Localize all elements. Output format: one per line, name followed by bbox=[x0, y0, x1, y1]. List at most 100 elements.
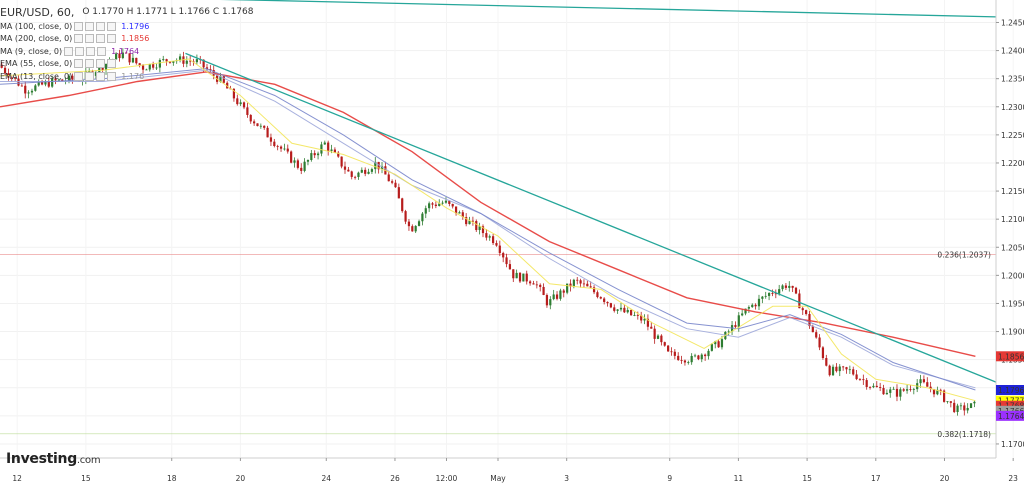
settings-icon[interactable] bbox=[85, 71, 95, 81]
candle-body bbox=[125, 52, 128, 54]
candle-body bbox=[488, 236, 491, 238]
price-tag-box bbox=[996, 385, 1024, 396]
more-icon[interactable] bbox=[107, 71, 117, 81]
eye-icon[interactable] bbox=[74, 71, 84, 81]
candle-body bbox=[273, 141, 276, 146]
candle-body bbox=[67, 75, 71, 82]
candle-body bbox=[741, 313, 744, 316]
candle-body bbox=[256, 123, 259, 127]
settings-icon[interactable] bbox=[75, 46, 85, 56]
candle-body bbox=[842, 366, 845, 368]
eye-icon[interactable] bbox=[74, 59, 84, 69]
candle-body bbox=[441, 202, 444, 204]
candle-body bbox=[599, 297, 602, 299]
close-icon[interactable] bbox=[96, 21, 106, 31]
candle-body bbox=[374, 161, 377, 170]
candle-body bbox=[693, 355, 697, 357]
candle-body bbox=[17, 78, 20, 86]
candle-body bbox=[283, 148, 286, 150]
chart-legend: EUR/USD, 60, O 1.1770 H 1.1771 L 1.1766 … bbox=[0, 4, 253, 83]
price-tag-label: 1.1856 bbox=[998, 352, 1024, 361]
candle-body bbox=[266, 127, 269, 138]
close-icon[interactable] bbox=[96, 59, 106, 69]
price-tag-box bbox=[996, 400, 1024, 411]
candle-body bbox=[660, 335, 663, 343]
legend-row-ema13[interactable]: EMA (13, close, 0) 1.176 bbox=[0, 70, 253, 83]
candle-body bbox=[751, 304, 754, 308]
candle-body bbox=[152, 64, 155, 68]
more-icon[interactable] bbox=[107, 59, 117, 69]
candle-body bbox=[306, 160, 310, 162]
legend-value: 1.1764 bbox=[111, 46, 140, 56]
legend-label: EMA (55, close, 0) bbox=[0, 59, 73, 69]
more-icon[interactable] bbox=[107, 34, 117, 44]
candle-body bbox=[737, 315, 740, 327]
close-icon[interactable] bbox=[96, 71, 106, 81]
eye-icon[interactable] bbox=[74, 34, 84, 44]
candle-body bbox=[495, 243, 498, 246]
y-tick-label: 1.2000 bbox=[1001, 271, 1024, 280]
settings-icon[interactable] bbox=[85, 34, 95, 44]
x-tick-label: 18 bbox=[167, 474, 177, 483]
candle-body bbox=[855, 374, 858, 380]
candle-body bbox=[825, 358, 828, 366]
candle-body bbox=[535, 284, 538, 286]
candle-body bbox=[566, 283, 569, 293]
ohlc-readout: O 1.1770 H 1.1771 L 1.1766 C 1.1768 bbox=[82, 7, 254, 17]
close-icon[interactable] bbox=[96, 34, 106, 44]
series-line bbox=[0, 69, 976, 389]
candle-body bbox=[714, 341, 717, 345]
candle-body bbox=[461, 212, 464, 218]
x-tick-label: 3 bbox=[564, 474, 569, 483]
y-tick-label: 1.2100 bbox=[1001, 215, 1024, 224]
settings-icon[interactable] bbox=[85, 59, 95, 69]
candle-body bbox=[337, 152, 340, 157]
candle-body bbox=[663, 342, 666, 346]
legend-row-ma9[interactable]: MA (9, close, 0) 1.1764 bbox=[0, 45, 253, 58]
close-icon[interactable] bbox=[86, 46, 96, 56]
candle-body bbox=[946, 401, 949, 403]
fib-level-label: 0.236(1.2037) bbox=[937, 251, 991, 260]
candle-body bbox=[451, 203, 454, 207]
x-tick-label: 20 bbox=[236, 474, 246, 483]
candle-body bbox=[323, 142, 326, 145]
candle-body bbox=[155, 67, 158, 69]
legend-value: 1.1796 bbox=[121, 21, 150, 31]
y-tick-label: 1.2450 bbox=[1001, 18, 1024, 27]
candle-body bbox=[710, 344, 713, 351]
legend-label: MA (100, close, 0) bbox=[0, 21, 73, 31]
legend-row-ma100[interactable]: MA (100, close, 0) 1.1796 bbox=[0, 20, 253, 33]
logo-name: Investing bbox=[6, 451, 77, 467]
candle-body bbox=[357, 172, 360, 177]
candle-body bbox=[589, 286, 592, 288]
candle-body bbox=[387, 174, 390, 182]
eye-icon[interactable] bbox=[74, 21, 84, 31]
candle-body bbox=[559, 290, 562, 299]
more-icon[interactable] bbox=[107, 21, 117, 31]
legend-row-ema55[interactable]: EMA (55, close, 0) bbox=[0, 58, 253, 71]
eye-icon[interactable] bbox=[64, 46, 74, 56]
candle-body bbox=[895, 388, 899, 397]
x-tick-label: 24 bbox=[322, 474, 332, 483]
candle-body bbox=[909, 389, 912, 390]
candle-body bbox=[364, 169, 367, 174]
candle-body bbox=[276, 145, 279, 147]
candle-body bbox=[414, 225, 417, 232]
candle-body bbox=[966, 407, 969, 411]
candle-body bbox=[310, 153, 313, 161]
candle-body bbox=[471, 220, 474, 222]
candle-body bbox=[781, 285, 784, 290]
more-icon[interactable] bbox=[97, 46, 107, 56]
legend-row-ma200[interactable]: MA (200, close, 0) 1.1856 bbox=[0, 33, 253, 46]
x-tick-label: 11 bbox=[734, 474, 744, 483]
settings-icon[interactable] bbox=[85, 21, 95, 31]
candle-body bbox=[619, 307, 623, 310]
candle-body bbox=[667, 345, 670, 352]
candle-body bbox=[434, 204, 437, 206]
candle-body bbox=[969, 403, 973, 408]
candle-body bbox=[633, 315, 636, 316]
candle-body bbox=[431, 203, 434, 205]
candle-body bbox=[784, 285, 788, 288]
candle-body bbox=[333, 149, 336, 153]
